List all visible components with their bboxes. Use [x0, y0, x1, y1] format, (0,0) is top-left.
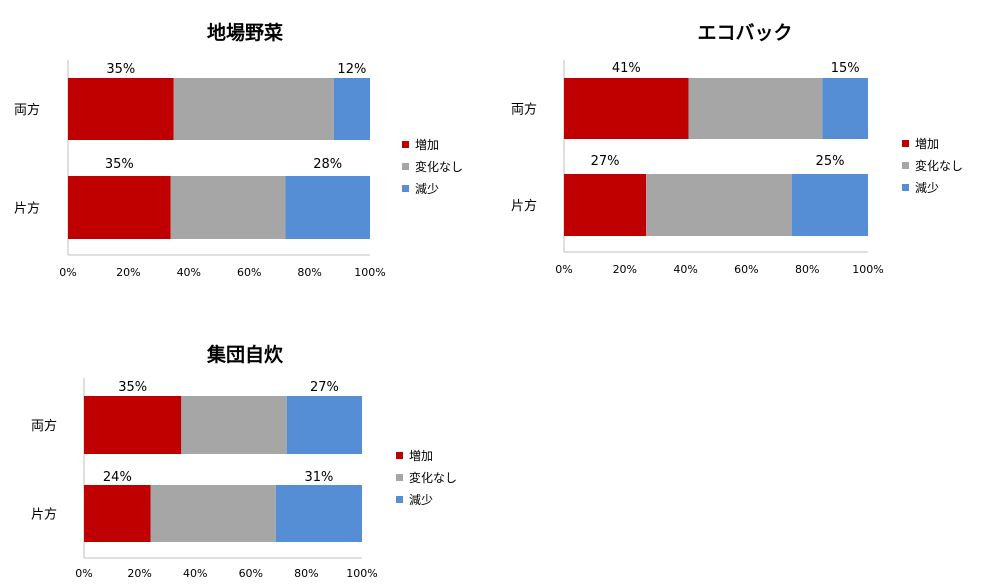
chart-title: 地場野菜 — [206, 22, 283, 44]
category-label: 両方 — [14, 102, 40, 118]
x-tick-label: 80% — [795, 263, 819, 276]
bar-segment-decrease — [275, 485, 362, 542]
x-tick-label: 20% — [613, 263, 637, 276]
data-label-decrease: 25% — [816, 154, 845, 169]
x-tick-label: 0% — [75, 567, 92, 580]
data-label-decrease: 27% — [310, 380, 339, 395]
legend-label: 変化なし — [415, 159, 464, 174]
bar-segment-increase — [564, 78, 689, 139]
legend: 増加 変化なし 減少 — [902, 132, 963, 198]
bar-segment-decrease — [792, 174, 868, 236]
bar-segment-increase — [68, 78, 174, 140]
legend-swatch-decrease — [402, 184, 409, 192]
x-tick-label: 20% — [116, 266, 140, 279]
data-label-increase: 35% — [118, 380, 147, 395]
bar-segment-nochange — [181, 396, 287, 454]
bar-segment-increase — [84, 396, 182, 454]
chart-plot: 両方 35% 12% 片方 35% 28% 0% 20% 40% 60% 80% 100% — [14, 60, 386, 279]
x-tick-label: 60% — [734, 263, 758, 276]
x-tick-label: 40% — [183, 567, 207, 580]
data-label-increase: 35% — [105, 157, 134, 172]
legend: 増加 変化なし 減少 — [402, 133, 463, 199]
legend-item-nochange: 変化なし — [902, 154, 963, 176]
legend-swatch-nochange — [396, 473, 403, 481]
bar-segment-increase — [84, 485, 151, 542]
chart-shudan-jisui: 集団自炊 両方 35% 27% 片方 24% 31% 0% 20% 40% 60% 80% 100% … — [0, 320, 480, 587]
chart-plot: 両方 41% 15% 片方 27% 25% 0% 20% 40% 60% 80% 100% — [511, 60, 884, 276]
legend-swatch-increase — [902, 139, 909, 147]
legend-item-decrease: 減少 — [396, 488, 457, 510]
bar-segment-decrease — [333, 78, 370, 140]
x-tick-label: 20% — [127, 567, 151, 580]
legend-swatch-nochange — [402, 162, 409, 170]
data-label-decrease: 15% — [831, 61, 860, 76]
data-label-decrease: 31% — [304, 470, 333, 485]
bar-segment-nochange — [646, 174, 792, 236]
legend-swatch-nochange — [902, 161, 909, 169]
legend-item-decrease: 減少 — [902, 176, 963, 198]
x-tick-label: 100% — [346, 567, 377, 580]
data-label-decrease: 28% — [313, 157, 342, 172]
data-label-decrease: 12% — [337, 62, 366, 77]
bar-segment-decrease — [285, 176, 370, 239]
legend-item-increase: 増加 — [902, 132, 963, 154]
category-label: 片方 — [511, 198, 537, 214]
chart-title: エコバック — [697, 22, 793, 44]
legend-item-increase: 増加 — [396, 444, 457, 466]
bar-segment-increase — [564, 174, 647, 236]
legend-label: 減少 — [415, 181, 440, 196]
bar-segment-nochange — [150, 485, 276, 542]
x-tick-label: 60% — [239, 567, 263, 580]
chart-chiba-yasai: 地場野菜 両方 35% 12% 片方 35% 28% 0% 20% 40% 60% 80% 100% … — [0, 0, 480, 290]
legend-swatch-decrease — [902, 183, 909, 191]
bar-segment-increase — [68, 176, 171, 239]
legend: 増加 変化なし 減少 — [396, 444, 457, 510]
category-label: 片方 — [31, 507, 57, 523]
category-label: 片方 — [14, 201, 40, 217]
data-label-increase: 27% — [591, 154, 620, 169]
bar-segment-decrease — [286, 396, 362, 454]
chart-plot: 両方 35% 27% 片方 24% 31% 0% 20% 40% 60% 80% 100% — [31, 378, 378, 580]
legend-label: 変化なし — [409, 470, 458, 485]
data-label-increase: 24% — [103, 470, 132, 485]
x-tick-label: 60% — [237, 266, 261, 279]
bar-segment-nochange — [688, 78, 823, 139]
data-label-increase: 35% — [106, 62, 135, 77]
x-tick-label: 40% — [673, 263, 697, 276]
legend-label: 変化なし — [915, 158, 964, 173]
chart-title: 集団自炊 — [206, 344, 283, 366]
x-tick-label: 100% — [852, 263, 883, 276]
legend-label: 増加 — [915, 136, 940, 151]
legend-item-decrease: 減少 — [402, 177, 463, 199]
legend-label: 減少 — [409, 492, 434, 507]
bar-segment-decrease — [822, 78, 868, 139]
legend-item-nochange: 変化なし — [396, 466, 457, 488]
legend-label: 減少 — [915, 180, 940, 195]
legend-label: 増加 — [415, 137, 440, 152]
x-tick-label: 0% — [59, 266, 76, 279]
legend-swatch-increase — [396, 451, 403, 459]
x-tick-label: 40% — [177, 266, 201, 279]
bar-segment-nochange — [173, 78, 334, 140]
legend-item-increase: 増加 — [402, 133, 463, 155]
x-tick-label: 80% — [297, 266, 321, 279]
data-label-increase: 41% — [612, 61, 641, 76]
x-tick-label: 0% — [555, 263, 572, 276]
category-label: 両方 — [31, 418, 57, 434]
x-tick-label: 100% — [354, 266, 385, 279]
x-tick-label: 80% — [294, 567, 318, 580]
chart-eco-bag: エコバック 両方 41% 15% 片方 27% 25% 0% 20% 40% 60% 80% 100%… — [490, 0, 987, 290]
bar-segment-nochange — [170, 176, 286, 239]
legend-label: 増加 — [409, 448, 434, 463]
category-label: 両方 — [511, 102, 537, 118]
legend-swatch-increase — [402, 140, 409, 148]
legend-item-nochange: 変化なし — [402, 155, 463, 177]
legend-swatch-decrease — [396, 495, 403, 503]
